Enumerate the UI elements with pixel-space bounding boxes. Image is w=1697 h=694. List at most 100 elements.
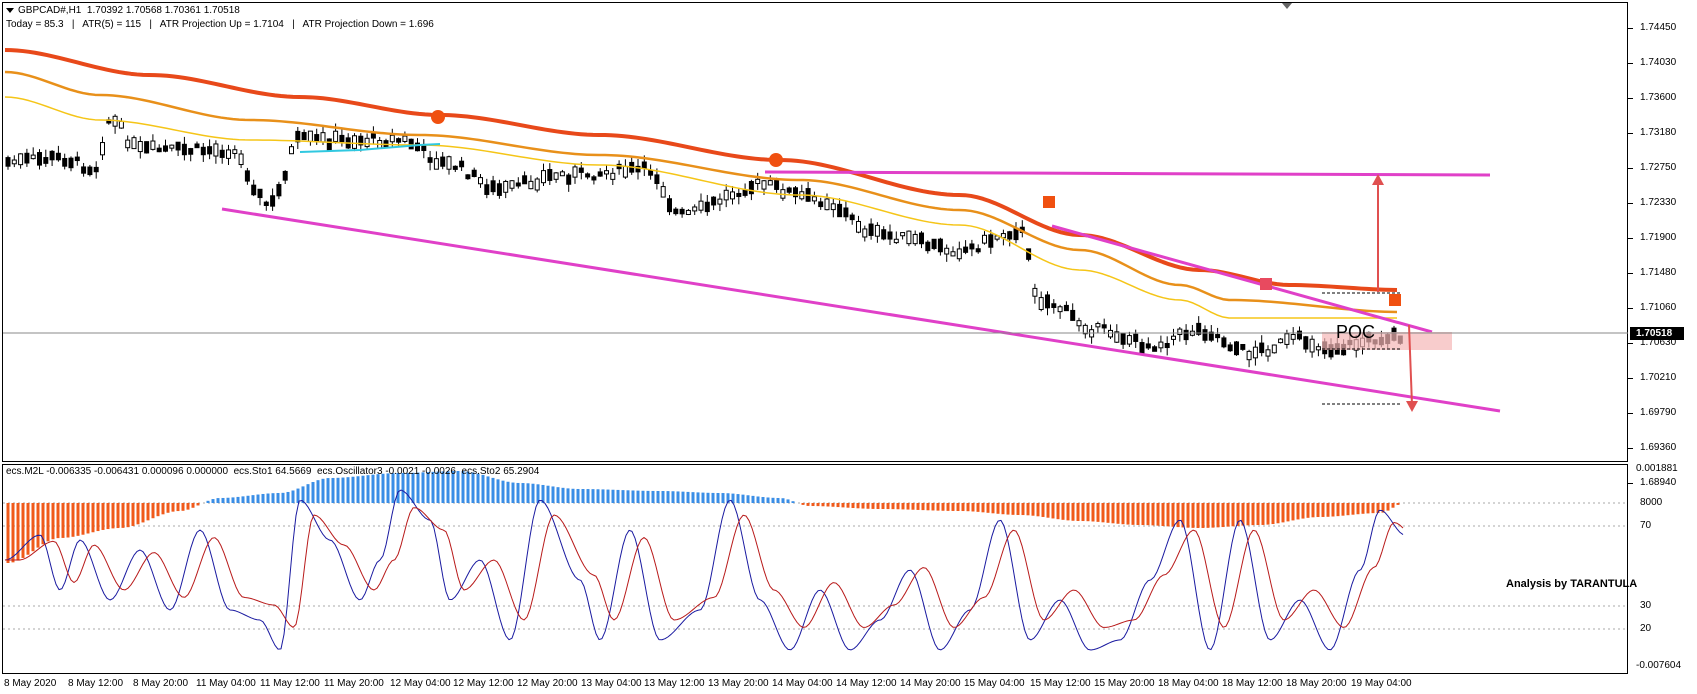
arrow-head-icon xyxy=(1372,174,1384,185)
price-axis-label: 1.69790 xyxy=(1640,407,1677,418)
candle-body xyxy=(24,152,30,164)
osc-histogram-bar xyxy=(946,503,950,511)
resistance-line xyxy=(764,170,1491,177)
price-axis-label: 1.73180 xyxy=(1640,127,1677,138)
osc-histogram-bar xyxy=(386,473,390,503)
time-axis-label: 15 May 12:00 xyxy=(1030,678,1091,689)
osc-histogram-bar xyxy=(1271,503,1275,525)
price-axis-tick xyxy=(1628,413,1633,414)
time-axis-label: 8 May 2020 xyxy=(4,678,57,689)
candle-body xyxy=(1278,338,1284,344)
osc-histogram-bar xyxy=(391,473,395,503)
osc-histogram-bar xyxy=(96,503,100,532)
osc-histogram-bar xyxy=(241,496,245,503)
osc-histogram-bar xyxy=(1356,503,1360,515)
candle-body xyxy=(528,180,534,190)
dropdown-icon[interactable] xyxy=(6,7,14,13)
author-signature: Analysis by TARANTULA xyxy=(1506,578,1638,590)
osc-histogram-bar xyxy=(916,503,920,510)
time-axis-label: 14 May 04:00 xyxy=(772,678,833,689)
candle-body xyxy=(37,152,42,166)
osc-histogram-bar xyxy=(541,484,545,503)
osc-histogram-bar xyxy=(1291,503,1295,521)
candle-body xyxy=(118,120,124,129)
candle-body xyxy=(931,238,937,249)
candle-body xyxy=(887,231,893,240)
candle-body xyxy=(1246,350,1252,361)
osc-histogram-bar xyxy=(621,490,625,503)
candle-body xyxy=(843,207,849,218)
candle-body xyxy=(144,141,150,154)
osc-histogram-bar xyxy=(536,484,540,503)
osc-histogram-bar xyxy=(691,492,695,503)
osc-histogram-bar xyxy=(491,477,495,503)
price-chart-pane[interactable] xyxy=(2,2,1628,462)
osc-histogram-bar xyxy=(1101,503,1105,523)
candle-body xyxy=(856,220,861,233)
osc-histogram-bar xyxy=(1311,503,1315,518)
osc-histogram-bar xyxy=(361,475,365,503)
osc-histogram-bar xyxy=(616,489,620,503)
candle-body xyxy=(761,180,767,190)
candle-body xyxy=(232,149,238,154)
osc-histogram-bar xyxy=(856,503,860,509)
osc-histogram-bar xyxy=(191,503,195,508)
price-axis-tick xyxy=(1628,133,1633,134)
osc-histogram-bar xyxy=(971,503,975,512)
osc-histogram-bar xyxy=(1241,503,1245,526)
osc-histogram-bar xyxy=(441,471,445,503)
osc-histogram-bar xyxy=(256,494,260,503)
candle-body xyxy=(559,171,565,177)
osc-histogram-bar xyxy=(926,503,930,511)
candle-body xyxy=(1315,346,1321,351)
osc-histogram-bar xyxy=(306,484,310,503)
price-axis-tick xyxy=(1628,168,1633,169)
osc-histogram-bar xyxy=(951,503,955,511)
osc-histogram-bar xyxy=(321,478,325,503)
osc-histogram-bar xyxy=(331,477,335,503)
price-axis-label: 1.71060 xyxy=(1640,302,1677,313)
osc-histogram-bar xyxy=(141,503,145,523)
candle-body xyxy=(654,174,660,185)
osc-histogram-bar xyxy=(891,503,895,510)
candle-body xyxy=(881,229,887,240)
osc-histogram-bar xyxy=(461,471,465,503)
time-axis-label: 8 May 12:00 xyxy=(68,678,124,689)
candle-body xyxy=(156,147,162,153)
osc-histogram-bar xyxy=(871,503,875,509)
osc-histogram-bar xyxy=(736,494,740,503)
candle-body xyxy=(824,198,830,211)
candle-body xyxy=(1133,333,1139,342)
osc-histogram-bar xyxy=(426,472,430,503)
chart-shift-icon xyxy=(1282,3,1292,9)
price-axis-label: 1.69360 xyxy=(1640,442,1677,453)
candle-body xyxy=(585,173,591,178)
osc-histogram-bar xyxy=(1321,503,1325,517)
candle-body xyxy=(30,154,36,160)
candle-body xyxy=(1032,287,1038,297)
candle-body xyxy=(440,156,446,167)
candle-body xyxy=(673,208,679,215)
candle-body xyxy=(597,171,603,177)
osc-histogram-bar xyxy=(646,490,650,503)
candle-body xyxy=(43,157,49,164)
swing-marker xyxy=(1260,278,1272,290)
osc-histogram-bar xyxy=(291,490,295,503)
osc-histogram-bar xyxy=(706,492,710,503)
osc-histogram-bar xyxy=(551,486,555,503)
candle-body xyxy=(1202,329,1208,341)
candle-body xyxy=(982,234,987,244)
time-axis-label: 13 May 12:00 xyxy=(644,678,705,689)
time-axis-label: 8 May 20:00 xyxy=(133,678,189,689)
osc-histogram-bar xyxy=(546,485,550,503)
candle-body xyxy=(339,134,345,143)
candle-body xyxy=(1271,344,1277,354)
osc-histogram-bar xyxy=(976,503,980,512)
osc-histogram-bar xyxy=(671,491,675,503)
candle-body xyxy=(868,223,874,236)
candle-body xyxy=(219,149,225,158)
osc-histogram-bar xyxy=(746,495,750,503)
osc-histogram-bar xyxy=(161,503,165,515)
candle-body xyxy=(251,184,257,196)
candle-body xyxy=(81,166,87,174)
